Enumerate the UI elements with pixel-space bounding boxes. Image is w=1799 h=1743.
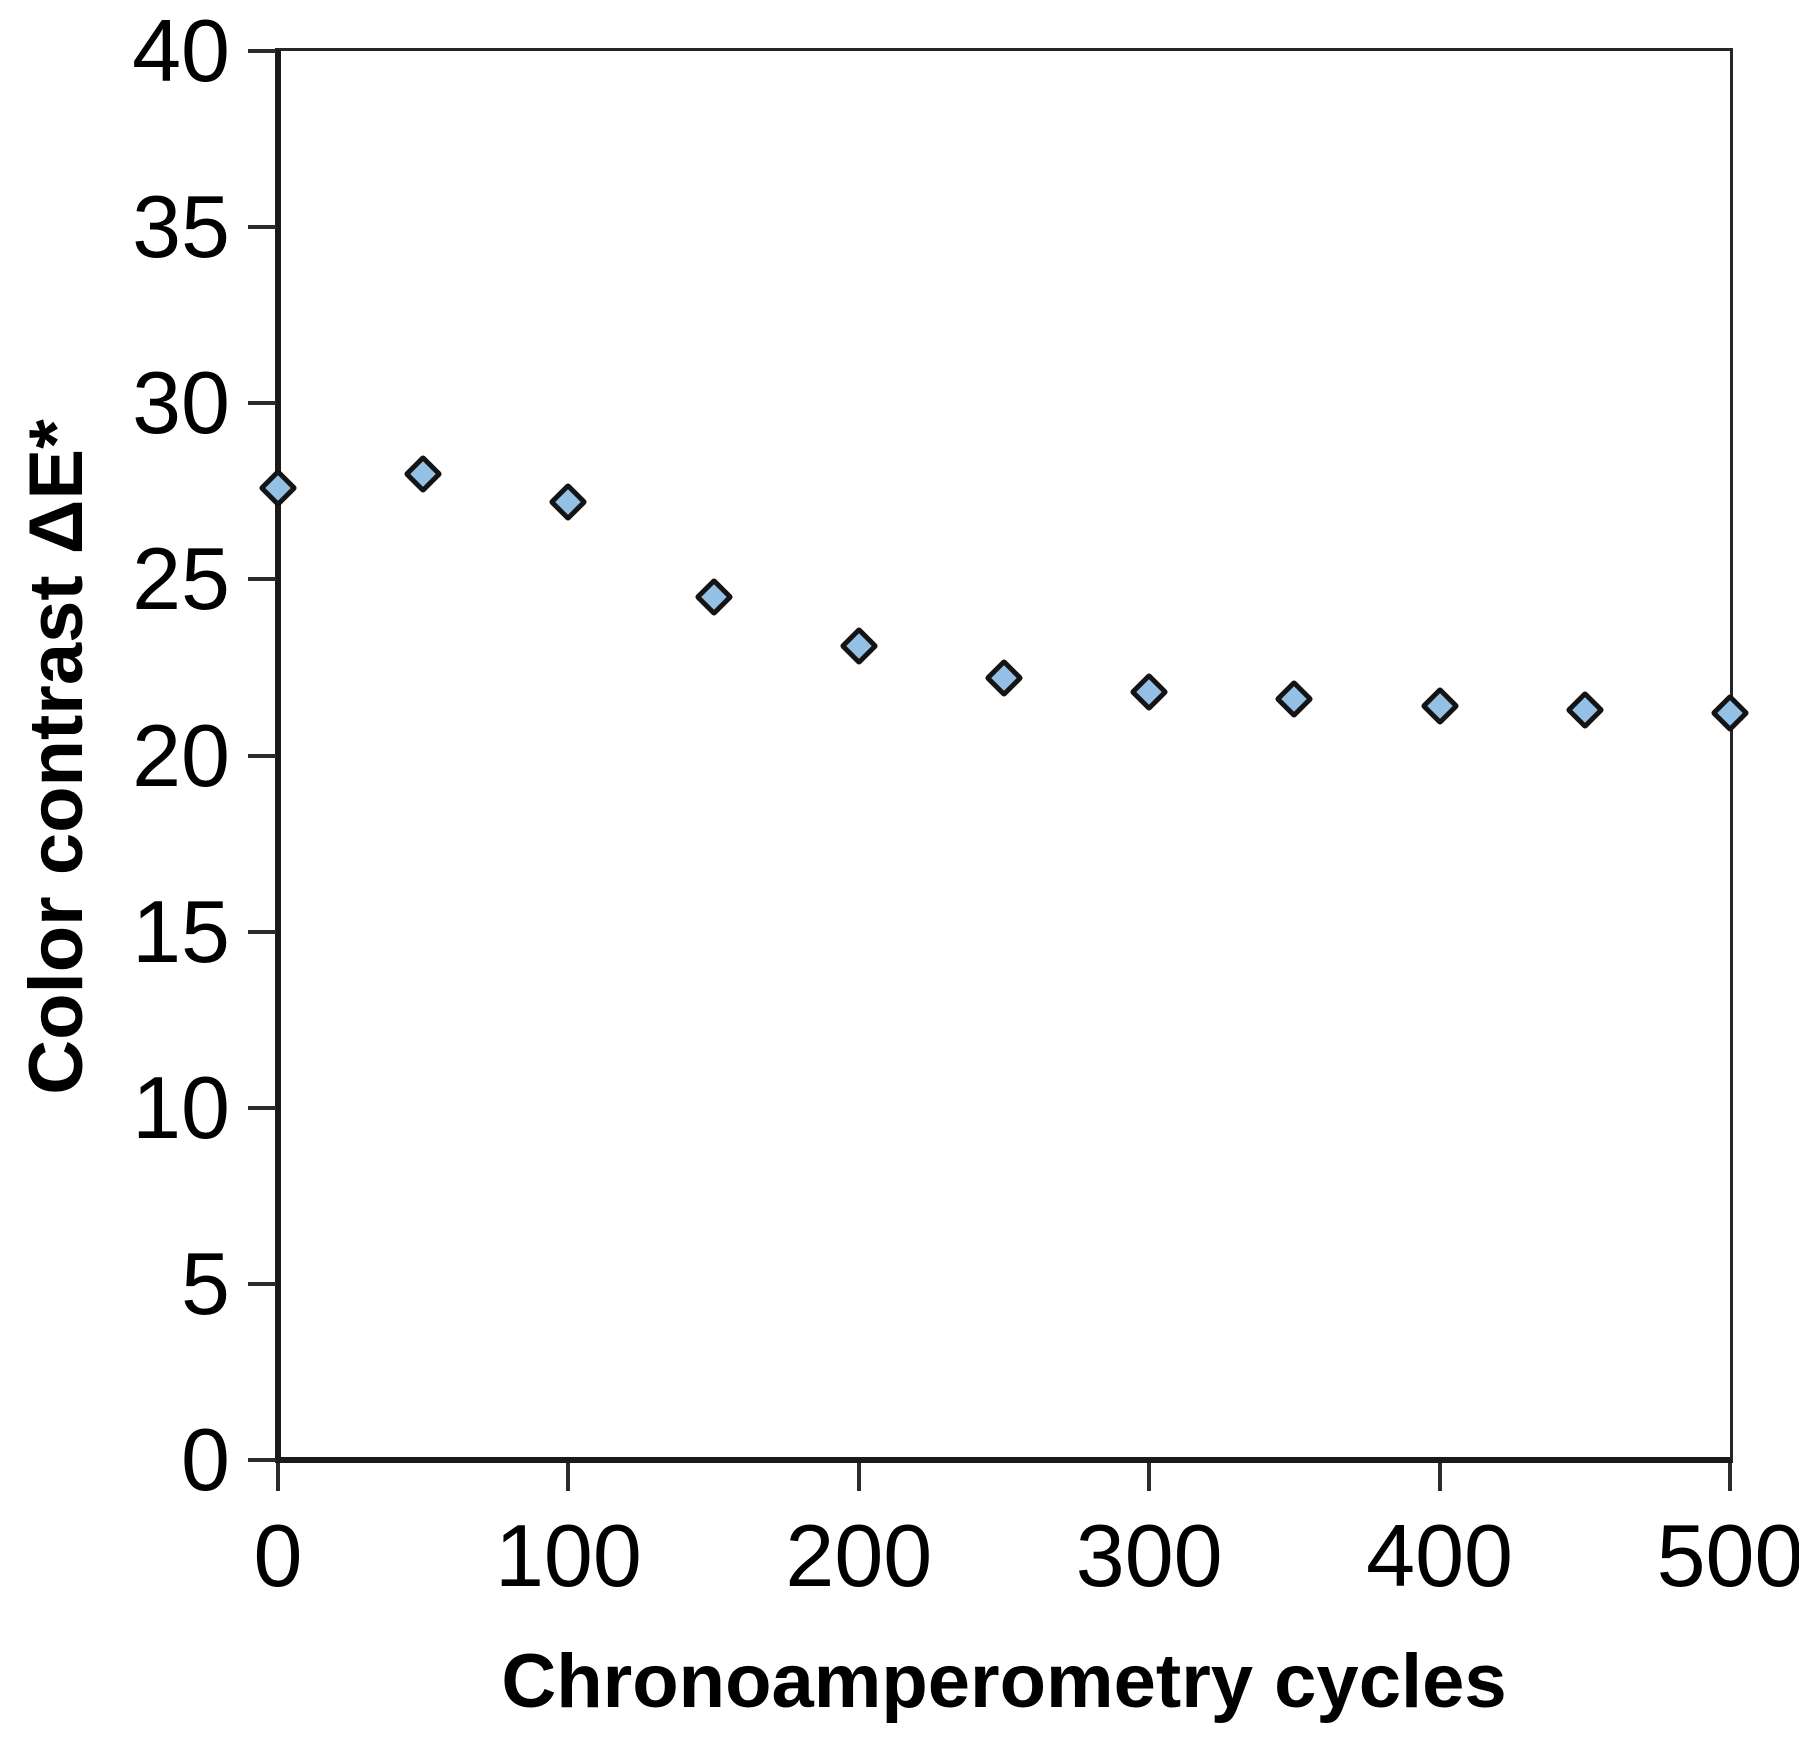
x-axis-tick-label: 400 (1366, 1506, 1513, 1605)
x-axis-tick (566, 1463, 571, 1491)
y-axis-tick (248, 577, 276, 582)
y-axis-tick-label: 15 (132, 881, 230, 981)
y-axis-tick-label: 35 (132, 177, 230, 277)
x-axis-tick (1728, 1463, 1732, 1491)
x-axis-tick (856, 1463, 861, 1491)
y-axis-tick (248, 225, 276, 230)
x-axis-tick-label: 0 (253, 1506, 303, 1605)
y-axis-tick (248, 401, 276, 406)
y-axis-tick (248, 753, 276, 758)
y-axis-tick-label: 0 (181, 1410, 230, 1509)
y-axis-tick (248, 1105, 276, 1110)
y-axis-tick (248, 49, 276, 53)
x-axis-tick-label: 500 (1656, 1506, 1799, 1605)
y-axis-tick-label: 10 (132, 1057, 230, 1157)
x-axis-tick-label: 300 (1075, 1506, 1223, 1605)
x-axis-title: Chronoamperometry cycles (501, 1639, 1507, 1724)
x-axis-tick-label: 100 (494, 1506, 642, 1605)
y-axis-tick (248, 929, 276, 934)
y-axis-tick-label: 20 (132, 705, 230, 805)
plot-area (275, 48, 1733, 1463)
y-axis-tick-label: 40 (132, 1, 230, 100)
x-axis-tick (1437, 1463, 1442, 1491)
y-axis-title: Color contrast ΔE* (14, 419, 99, 1095)
y-axis-tick-label: 5 (181, 1233, 230, 1333)
y-axis-tick-label: 25 (132, 529, 230, 629)
x-axis-tick (276, 1463, 280, 1491)
y-axis-tick (248, 1458, 276, 1462)
x-axis-tick-label: 200 (785, 1506, 933, 1605)
y-axis-tick-label: 30 (132, 353, 230, 453)
y-axis-tick (248, 1281, 276, 1286)
x-axis-tick (1147, 1463, 1152, 1491)
